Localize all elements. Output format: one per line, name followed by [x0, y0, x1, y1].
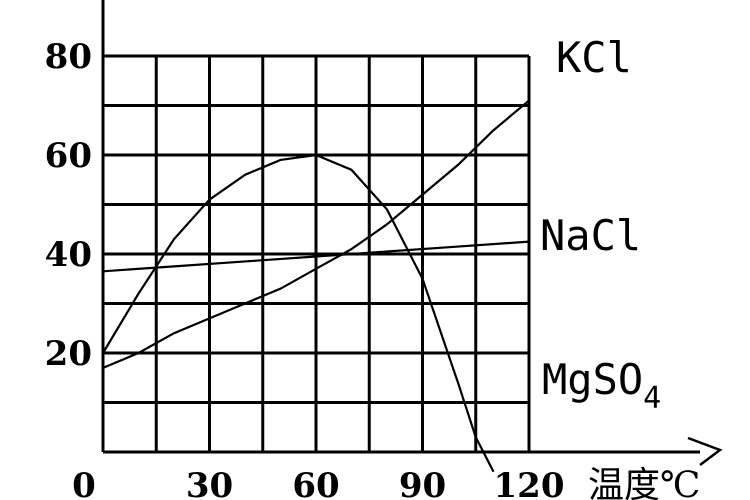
- y-tick-label: 20: [45, 334, 92, 374]
- series-label-mgso4-sub: 4: [643, 381, 661, 416]
- series-line-nacl: [102, 240, 530, 273]
- x-tick-label: 90: [399, 466, 446, 500]
- series-label-mgso4-main: MgSO: [542, 355, 643, 404]
- y-tick-label: 60: [45, 136, 92, 176]
- y-tick-label: 40: [45, 235, 92, 275]
- series-line-kcl: [102, 99, 530, 369]
- x-axis-label: 温度℃: [588, 465, 700, 500]
- tick-labels: 0 30 60 90 120 20 40 60 80: [45, 37, 565, 500]
- series-label-mgso4: MgSO4: [542, 355, 661, 416]
- x-tick-label: 120: [494, 466, 565, 500]
- x-tick-label: 60: [292, 466, 339, 500]
- chart-series: [102, 99, 530, 473]
- series-label-kcl: KCl: [556, 33, 632, 82]
- chart-grid: [103, 54, 531, 452]
- chart-axes: [101, 0, 723, 466]
- x-tick-label: 30: [186, 466, 233, 500]
- series-label-nacl: NaCl: [540, 211, 641, 260]
- x-tick-label: 0: [72, 466, 96, 500]
- series-line-mgso4: [102, 153, 495, 473]
- y-tick-label: 80: [45, 37, 92, 77]
- x-axis-arrow: [687, 436, 723, 466]
